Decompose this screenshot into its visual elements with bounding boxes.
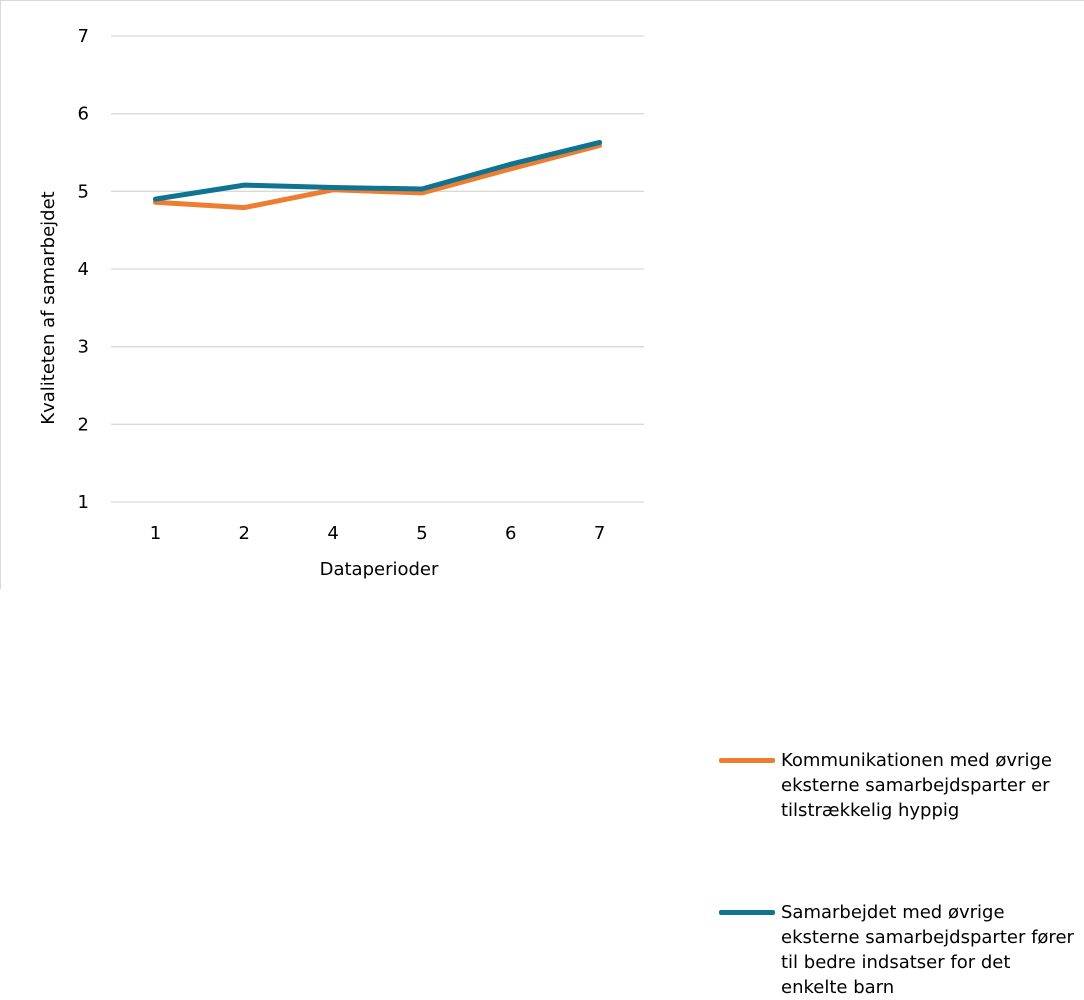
x-axis-title: Dataperioder <box>320 559 439 580</box>
y-tick-label: 7 <box>78 26 89 47</box>
y-tick-label: 3 <box>78 337 89 358</box>
legend-swatch-orange <box>719 758 775 763</box>
y-tick-label: 5 <box>78 181 89 202</box>
x-tick-labels: 1 2 4 5 6 7 <box>150 523 606 544</box>
series-line-2 <box>152 139 603 202</box>
legend-label: Kommunikationen med øvrige eksterne sama… <box>781 750 1052 821</box>
x-tick-label: 4 <box>327 523 338 544</box>
x-tick-label: 5 <box>416 523 427 544</box>
y-tick-label: 4 <box>78 259 89 280</box>
y-tick-label: 6 <box>78 104 89 125</box>
line-chart: 1 2 3 4 5 6 7 1 2 4 5 6 7 Dataperioder Kvaliteten a… <box>38 26 644 580</box>
x-tick-label: 2 <box>239 523 250 544</box>
series-line-1 <box>152 143 603 211</box>
y-tick-label: 1 <box>78 492 89 513</box>
series-lines <box>152 139 603 211</box>
x-tick-label: 6 <box>505 523 516 544</box>
y-tick-label: 2 <box>78 414 89 435</box>
y-axis-title: Kvaliteten af samarbejdet <box>38 191 59 424</box>
gridlines <box>111 35 644 503</box>
legend-swatch-teal <box>719 910 775 915</box>
x-tick-label: 7 <box>594 523 605 544</box>
x-tick-label: 1 <box>150 523 161 544</box>
y-tick-labels: 1 2 3 4 5 6 7 <box>78 26 89 513</box>
legend-label: Samarbejdet med øvrige eksterne samarbej… <box>781 902 1074 998</box>
